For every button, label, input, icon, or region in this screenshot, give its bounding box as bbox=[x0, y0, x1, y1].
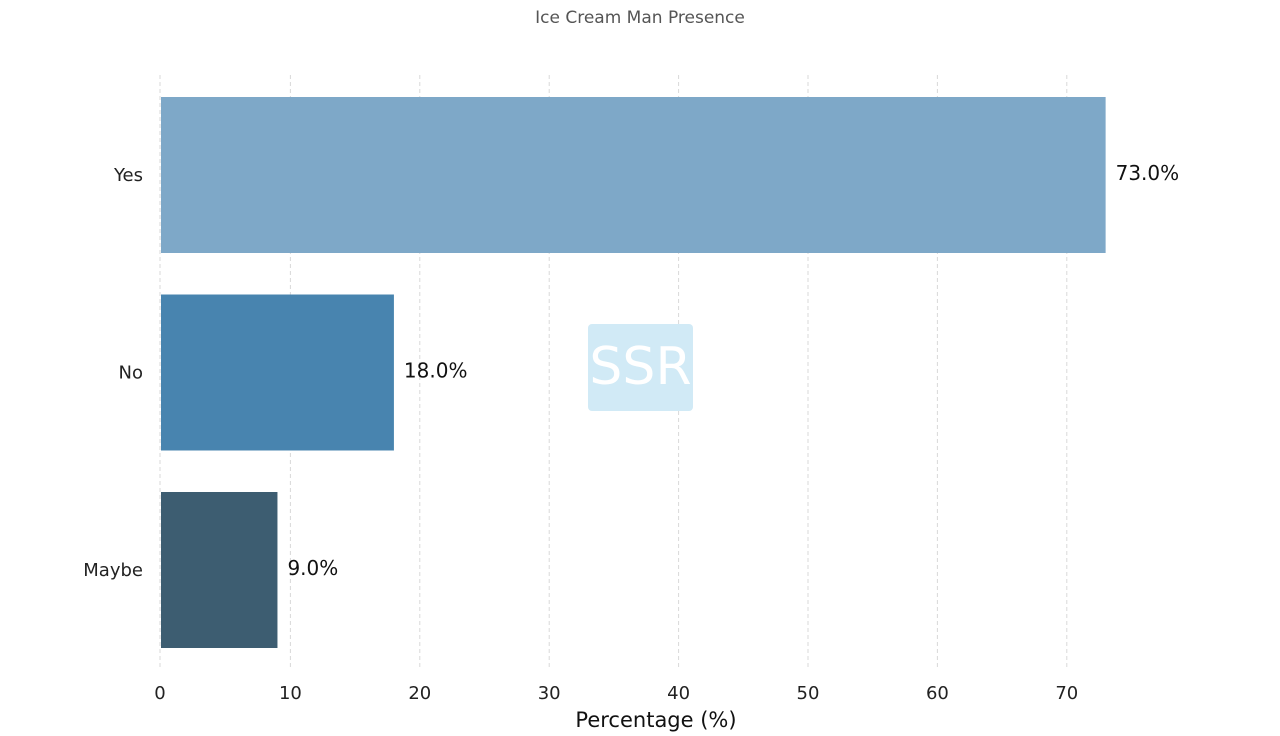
category-label: No bbox=[119, 363, 143, 384]
x-tick-label: 10 bbox=[279, 683, 302, 704]
bar-maybe bbox=[161, 492, 278, 648]
x-tick-label: 70 bbox=[1055, 683, 1078, 704]
value-label: 9.0% bbox=[287, 556, 338, 580]
x-tick-label: 40 bbox=[667, 683, 690, 704]
value-label: 73.0% bbox=[1116, 161, 1180, 185]
category-label: Yes bbox=[113, 165, 143, 186]
x-tick-label: 60 bbox=[926, 683, 949, 704]
x-tick-label: 30 bbox=[538, 683, 561, 704]
category-label: Maybe bbox=[83, 560, 143, 581]
x-axis-label: Percentage (%) bbox=[575, 708, 736, 732]
bar-no bbox=[161, 294, 394, 451]
x-tick-label: 20 bbox=[408, 683, 431, 704]
x-tick-label: 50 bbox=[797, 683, 820, 704]
x-tick-label: 0 bbox=[154, 683, 165, 704]
ssr-watermark: SSR bbox=[588, 324, 693, 411]
chart-title: Ice Cream Man Presence bbox=[535, 8, 745, 28]
bar-yes bbox=[161, 97, 1106, 253]
value-label: 18.0% bbox=[404, 359, 468, 383]
